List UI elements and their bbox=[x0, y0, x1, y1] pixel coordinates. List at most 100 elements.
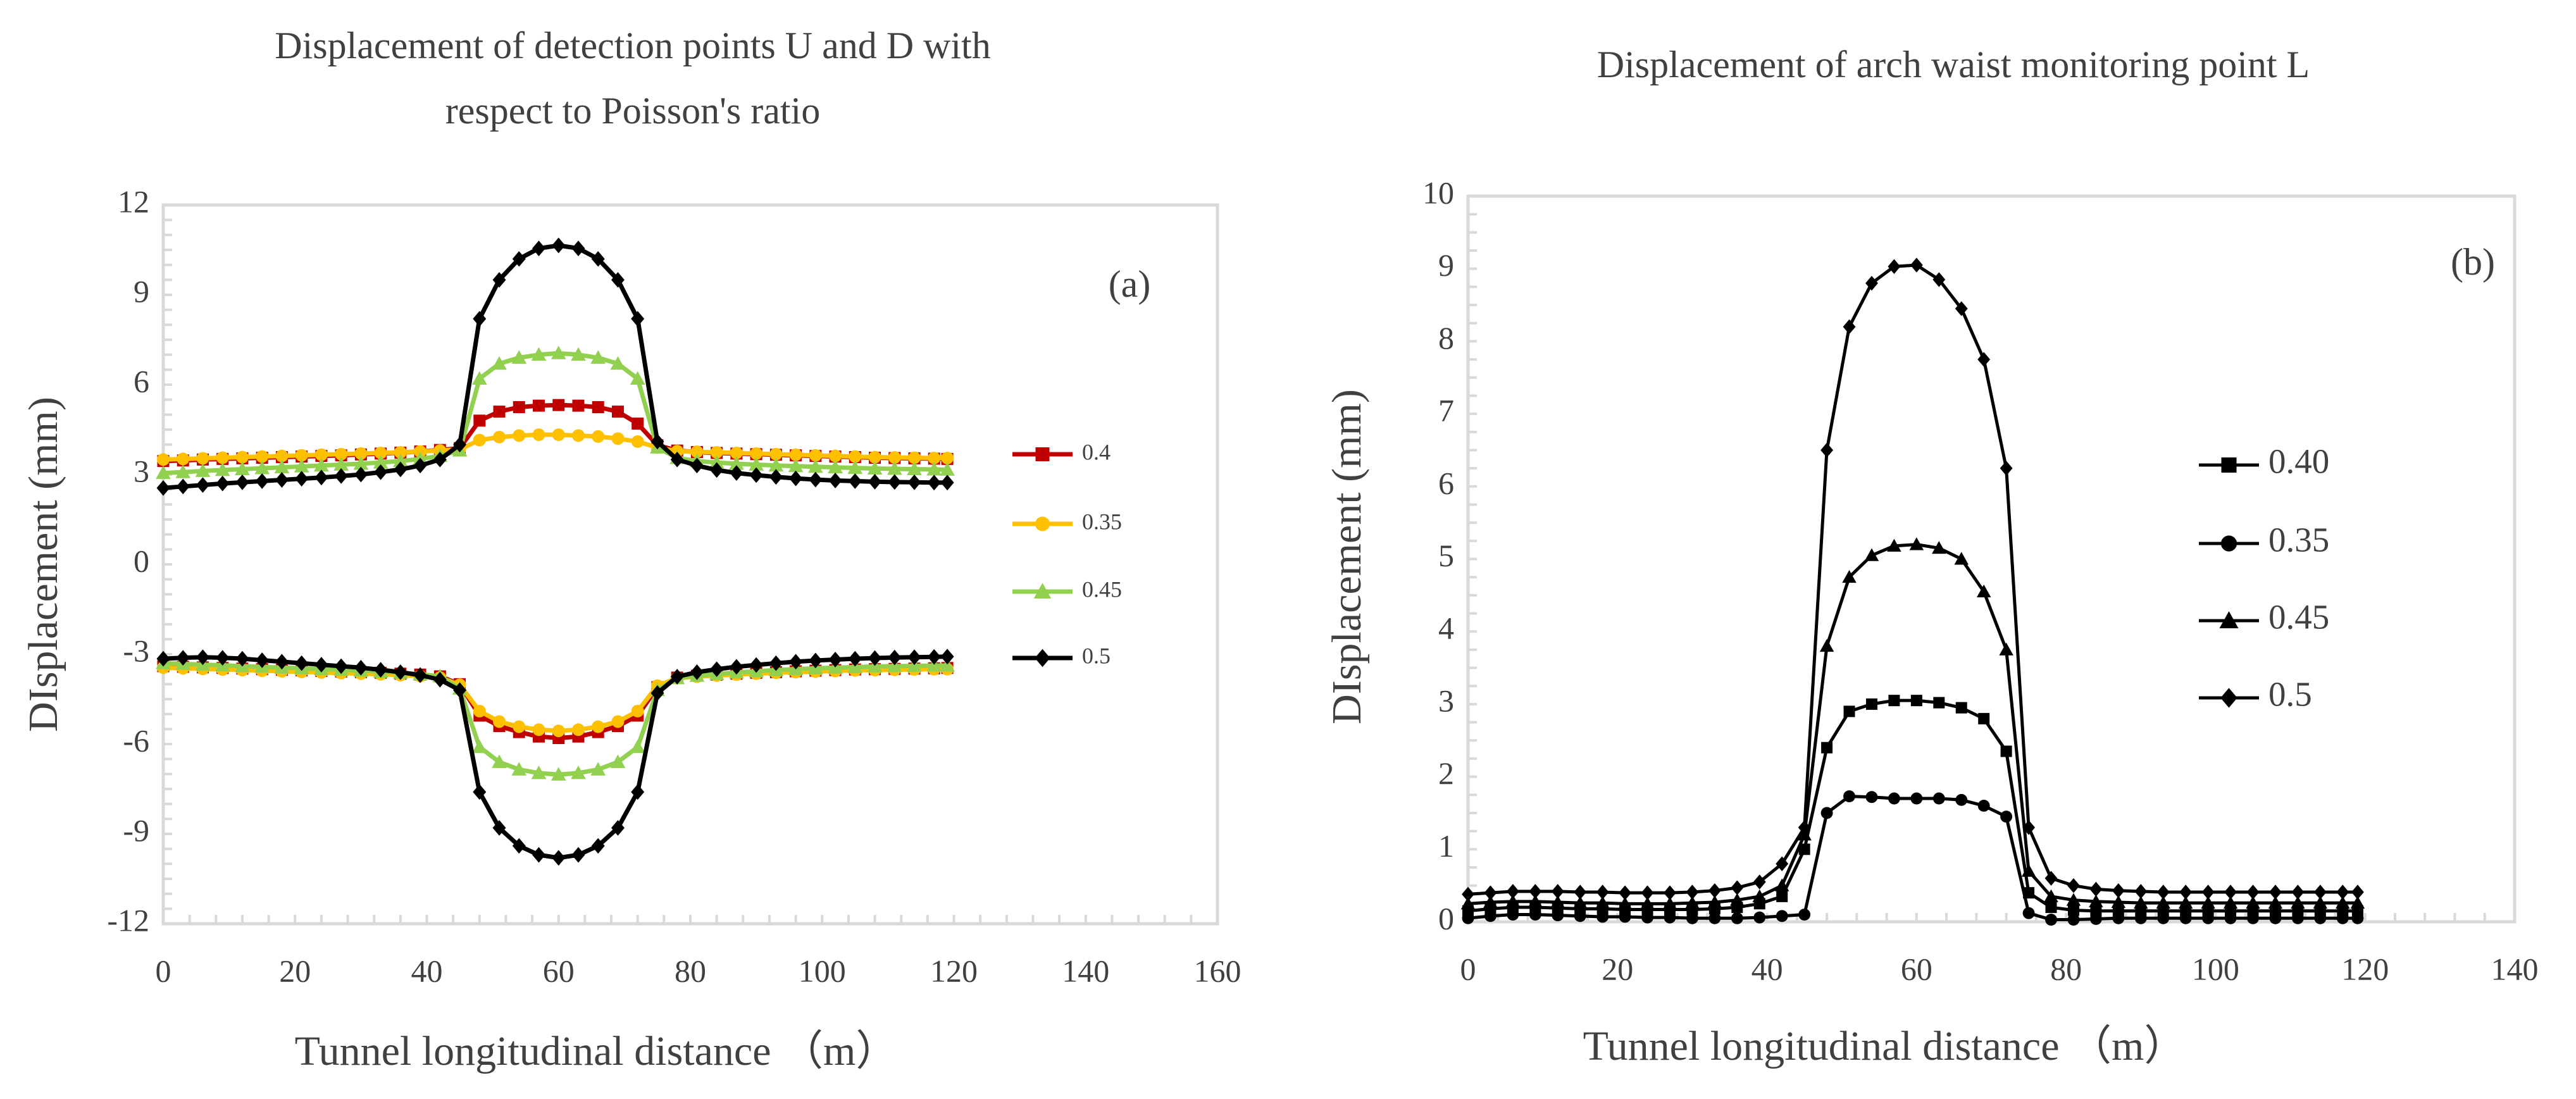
data-point-0.45 bbox=[215, 463, 230, 476]
data-point-0.35 bbox=[275, 449, 289, 463]
data-point-0.35 bbox=[2179, 912, 2192, 924]
legend-marker-0.5 bbox=[1035, 649, 1050, 667]
data-point-0.45 bbox=[630, 739, 645, 754]
data-point-0.5 bbox=[275, 654, 289, 670]
data-point-0.5 bbox=[1596, 885, 1609, 900]
data-point-0.5 bbox=[492, 271, 506, 288]
x-tick-label: 160 bbox=[1194, 953, 1241, 988]
data-point-0.35 bbox=[1641, 911, 1653, 924]
data-point-0.5 bbox=[940, 649, 954, 665]
data-point-0.45 bbox=[1460, 897, 1476, 910]
data-point-0.45 bbox=[1685, 895, 1700, 909]
data-point-0.35 bbox=[216, 451, 229, 464]
chart-title-line: Displacement of detection points U and D… bbox=[275, 25, 990, 66]
data-point-0.5 bbox=[789, 654, 803, 670]
data-point-0.35 bbox=[710, 445, 723, 459]
data-point-0.45 bbox=[2291, 895, 2305, 909]
data-point-0.5 bbox=[690, 664, 704, 680]
data-point-0.5 bbox=[2351, 885, 2364, 900]
y-tick-label: -12 bbox=[107, 902, 149, 938]
data-point-0.35 bbox=[1574, 910, 1586, 922]
panel-label: (a) bbox=[1109, 263, 1151, 305]
y-tick-label: 9 bbox=[1438, 247, 1454, 283]
data-point-0.5 bbox=[2022, 820, 2036, 835]
data-point-0.5 bbox=[314, 657, 328, 673]
legend-label-0.45: 0.45 bbox=[1082, 576, 1122, 602]
y-tick-label: 8 bbox=[1438, 320, 1454, 356]
x-tick-label: 80 bbox=[2050, 951, 2082, 986]
data-point-0.5 bbox=[940, 475, 954, 491]
data-point-0.45 bbox=[1528, 894, 1543, 907]
data-point-0.35 bbox=[868, 450, 881, 464]
y-tick-label: -3 bbox=[123, 633, 149, 668]
data-point-0.5 bbox=[2044, 871, 2058, 886]
data-point-0.45 bbox=[353, 456, 369, 470]
data-point-0.35 bbox=[552, 724, 565, 738]
data-point-0.45 bbox=[630, 371, 645, 385]
data-point-0.35 bbox=[1731, 912, 1743, 924]
data-point-0.5 bbox=[394, 461, 408, 478]
data-point-0.35 bbox=[473, 433, 486, 447]
data-point-0.45 bbox=[156, 465, 171, 480]
data-point-0.5 bbox=[1664, 885, 1676, 900]
data-point-0.5 bbox=[571, 847, 585, 863]
y-tick-label: -9 bbox=[123, 812, 149, 848]
data-point-0.5 bbox=[492, 820, 506, 836]
y-tick-label: 3 bbox=[1438, 683, 1454, 718]
data-point-0.45 bbox=[531, 347, 547, 361]
data-point-0.5 bbox=[473, 784, 487, 800]
data-point-0.45 bbox=[926, 462, 942, 476]
data-point-0.35 bbox=[592, 430, 605, 443]
data-point-0.5 bbox=[670, 451, 684, 468]
data-point-0.35 bbox=[2314, 912, 2327, 924]
series-line-0.45 bbox=[1467, 543, 2358, 905]
y-tick-label: 0 bbox=[1438, 900, 1454, 936]
data-point-0.45 bbox=[492, 356, 507, 370]
data-point-0.45 bbox=[531, 766, 547, 779]
data-point-0.4 bbox=[592, 401, 604, 413]
data-point-0.5 bbox=[868, 474, 882, 490]
data-point-0.35 bbox=[2157, 912, 2170, 924]
data-point-0.5 bbox=[156, 650, 170, 667]
data-point-0.35 bbox=[1977, 800, 1990, 812]
data-point-0.5 bbox=[1574, 885, 1587, 900]
data-point-0.5 bbox=[1529, 884, 1542, 899]
data-point-0.5 bbox=[216, 475, 230, 492]
data-point-0.35 bbox=[631, 435, 644, 448]
data-point-0.5 bbox=[2224, 885, 2237, 900]
data-point-0.35 bbox=[1753, 911, 1766, 924]
data-point-0.35 bbox=[769, 447, 783, 461]
data-point-0.35 bbox=[354, 447, 368, 460]
data-point-0.40 bbox=[2000, 745, 2012, 757]
data-point-0.45 bbox=[333, 457, 349, 471]
data-point-0.5 bbox=[196, 477, 209, 493]
data-point-0.40 bbox=[2067, 904, 2079, 916]
legend-label-0.5: 0.5 bbox=[1082, 643, 1111, 668]
data-point-0.45 bbox=[2178, 895, 2193, 909]
data-point-0.35 bbox=[1507, 909, 1519, 921]
data-point-0.35 bbox=[1932, 792, 1945, 805]
y-tick-label: 10 bbox=[1422, 175, 1454, 210]
data-point-0.5 bbox=[571, 240, 585, 256]
data-point-0.5 bbox=[394, 664, 408, 680]
data-point-0.45 bbox=[2156, 895, 2170, 909]
x-tick-label: 140 bbox=[1062, 953, 1109, 988]
legend-marker-0.35 bbox=[2220, 535, 2237, 552]
series-0.5 bbox=[1462, 258, 2364, 902]
data-point-0.5 bbox=[769, 469, 783, 485]
x-tick-label: 120 bbox=[930, 953, 978, 988]
data-point-0.35 bbox=[493, 715, 506, 728]
data-point-0.5 bbox=[650, 433, 664, 450]
x-tick-label: 80 bbox=[675, 953, 706, 988]
data-point-0.5 bbox=[2268, 885, 2282, 900]
data-point-0.5 bbox=[1955, 301, 1968, 316]
legend-marker-0.4 bbox=[1035, 447, 1050, 461]
data-point-0.45 bbox=[2313, 895, 2328, 909]
data-point-0.45 bbox=[1483, 895, 1498, 909]
x-tick-label: 60 bbox=[543, 953, 575, 988]
data-point-0.45 bbox=[492, 754, 507, 768]
data-point-0.5 bbox=[1798, 820, 1811, 835]
data-point-0.35 bbox=[1955, 793, 1968, 806]
data-point-0.5 bbox=[354, 466, 368, 483]
data-point-0.5 bbox=[1977, 352, 1991, 367]
